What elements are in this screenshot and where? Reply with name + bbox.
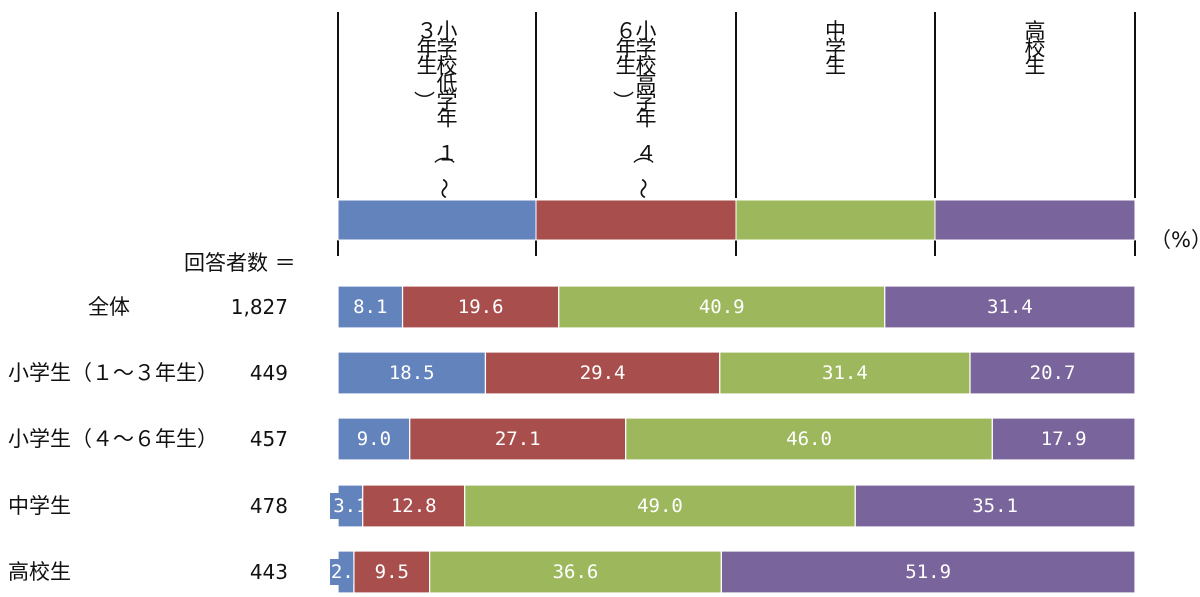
respondent-count: 443 [250, 560, 288, 584]
bar-segment-label: 8.1 [353, 296, 387, 318]
bar-segment [991, 417, 1136, 461]
bar-segment-label: 40.9 [699, 296, 745, 318]
bar-segment-label: 29.4 [580, 362, 626, 384]
legend-swatch [934, 199, 1136, 241]
bar-segment-label: 31.4 [987, 296, 1033, 318]
bar-segment-label: 27.1 [495, 428, 541, 450]
bar-segment-label: 19.6 [458, 296, 504, 318]
bar-segment-label: 51.9 [905, 561, 951, 583]
bar-segment-label: 36.6 [553, 561, 599, 583]
legend-header-text: 中学生 [825, 19, 846, 78]
bar-segment [337, 417, 411, 461]
bar-segment [429, 550, 722, 594]
legend-header-text: 小学校高学年（４～６年生） [611, 19, 657, 199]
category-label: 小学生（４～６年生） [8, 427, 218, 451]
bar-segment-label: 12.8 [391, 495, 437, 517]
legend-header-text: 小学校低学年（１～３年生） [412, 19, 458, 199]
legend-header-text: 高校生 [1025, 19, 1046, 78]
bar-segment [854, 484, 1136, 528]
bar-row: 小学生（４～６年生） 457 9.0 27.1 46.0 17.9 [8, 417, 1136, 461]
bar-rows: 全体 1,827 8.1 19.6 40.9 31.4 小学生（１～３年生） 449 18.5 2… [8, 285, 1136, 594]
bar-segment [337, 351, 487, 395]
bar-segment-label: 35.1 [972, 495, 1018, 517]
bar-row: 全体 1,827 8.1 19.6 40.9 31.4 [88, 285, 1136, 329]
legend-headers: 小学校低学年（１～３年生） 小学校高学年（４～６年生） 中学生 高校生 [412, 19, 1046, 199]
respondent-label: 回答者数 ＝ [184, 251, 296, 275]
category-label: 中学生 [8, 494, 71, 518]
category-label: 小学生（１～３年生） [8, 361, 218, 385]
bar-segment [558, 285, 886, 329]
bar-segment-label: 17.9 [1041, 428, 1087, 450]
bar-segment [884, 285, 1136, 329]
bar-segment [401, 285, 560, 329]
bar-segment-label: 46.0 [786, 428, 832, 450]
legend-swatch [535, 199, 737, 241]
respondent-count: 457 [250, 427, 288, 451]
legend-swatches [337, 199, 1136, 241]
respondent-count: 1,827 [231, 295, 288, 319]
category-label: 高校生 [8, 560, 71, 584]
bar-row: 高校生 443 2.0 9.5 36.6 51.9 [8, 550, 1136, 594]
bar-segment [720, 550, 1136, 594]
legend-swatch [337, 199, 537, 241]
bar-segment [484, 351, 721, 395]
bar-segment [969, 351, 1136, 395]
bar-segment-label: 20.7 [1030, 362, 1076, 384]
bar-segment-label: 9.0 [357, 428, 391, 450]
bar-segment-label: 3.1 [333, 495, 367, 517]
bar-row: 中学生 478 3.1 12.8 49.0 35.1 [8, 484, 1136, 528]
bar-segment [409, 417, 627, 461]
legend-dividers [337, 12, 1136, 256]
category-label: 全体 [88, 295, 130, 319]
respondent-count: 478 [250, 494, 288, 518]
bar-segment-label: 49.0 [637, 495, 683, 517]
bar-segment [353, 550, 431, 594]
bar-segment-label: 18.5 [389, 362, 435, 384]
bar-segment [464, 484, 856, 528]
legend-swatch [735, 199, 936, 241]
bar-row: 小学生（１～３年生） 449 18.5 29.4 31.4 20.7 [8, 351, 1136, 395]
unit-label: （%） [1150, 228, 1200, 252]
bar-segment [625, 417, 993, 461]
bar-segment-label: 9.5 [375, 561, 409, 583]
bar-segment-label: 31.4 [822, 362, 868, 384]
respondent-count: 449 [250, 361, 288, 385]
bar-segment [719, 351, 971, 395]
